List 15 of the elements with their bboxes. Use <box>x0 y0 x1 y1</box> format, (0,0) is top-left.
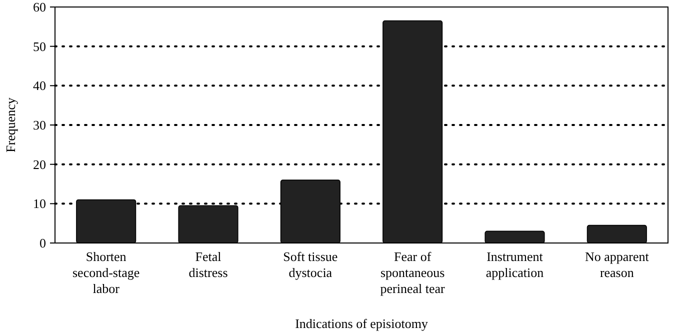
y-tick-label: 60 <box>33 0 46 15</box>
x-tick-label: Fear of spontaneous perineal tear <box>380 249 446 296</box>
x-tick-label: No apparent reason <box>584 249 650 280</box>
x-axis-title: Indications of episiotomy <box>295 316 428 331</box>
y-tick-label: 0 <box>40 236 46 251</box>
y-tick-label: 40 <box>33 78 46 94</box>
y-axis-title: Frequency <box>3 97 18 152</box>
x-tick-label: Shorten second-stage labor <box>72 249 140 296</box>
y-tick-label: 30 <box>33 118 46 133</box>
x-tick-label: Instrument application <box>486 249 544 280</box>
x-tick-label: Soft tissue dystocia <box>283 249 338 280</box>
y-tick-label: 20 <box>33 156 46 172</box>
x-tick-label: Fetal distress <box>188 249 228 280</box>
y-tick-label: 10 <box>33 196 46 212</box>
y-tick-label: 50 <box>33 38 46 54</box>
